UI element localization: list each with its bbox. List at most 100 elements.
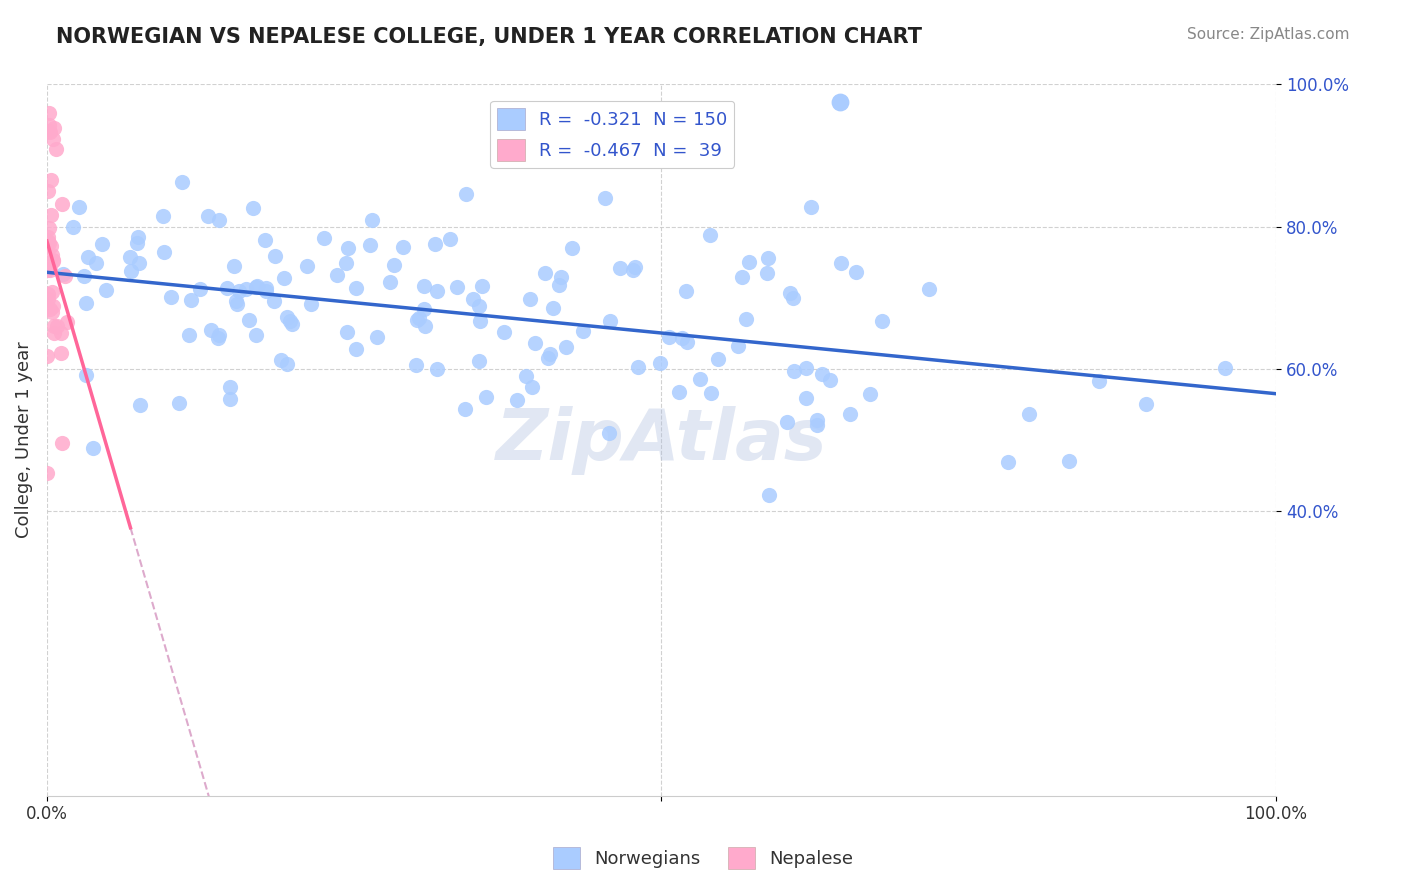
Point [1057,454,1080,468]
Point [49,326,72,341]
Point [515,368,537,383]
Point [172,175,194,189]
Point [755,266,778,280]
Point [454,402,477,417]
Point [67,200,90,214]
Point [37,234,59,248]
Point [758,488,780,502]
Point [474,390,496,404]
Point [295,260,318,274]
Point [609,261,631,276]
Point [75,295,97,310]
Point [37,466,59,480]
Point [828,95,851,110]
Point [1018,408,1040,422]
Point [337,241,360,255]
Point [82,442,104,456]
Point [360,213,382,227]
Point [845,265,868,279]
Point [228,284,250,298]
Point [344,281,367,295]
Point [468,314,491,328]
Point [238,312,260,326]
Point [344,342,367,356]
Point [408,310,430,325]
Point [39,125,62,139]
Point [560,241,582,255]
Point [676,334,699,349]
Point [918,282,941,296]
Point [180,293,202,308]
Point [38,221,60,235]
Point [658,329,681,343]
Point [276,357,298,371]
Point [471,279,494,293]
Point [593,191,616,205]
Point [621,262,644,277]
Point [738,255,761,269]
Point [235,282,257,296]
Point [779,285,801,300]
Point [627,359,650,374]
Point [555,340,578,354]
Point [42,252,65,267]
Point [128,398,150,412]
Point [384,258,406,272]
Point [53,269,76,284]
Point [541,301,564,315]
Point [224,259,246,273]
Point [406,313,429,327]
Point [391,240,413,254]
Point [550,269,572,284]
Point [159,290,181,304]
Point [152,210,174,224]
Point [41,305,63,319]
Text: Source: ZipAtlas.com: Source: ZipAtlas.com [1187,27,1350,42]
Point [120,264,142,278]
Point [281,317,304,331]
Point [37,262,59,277]
Point [707,352,730,367]
Point [35,349,58,363]
Point [534,266,557,280]
Point [689,372,711,386]
Point [734,311,756,326]
Point [37,184,59,198]
Point [215,281,238,295]
Point [839,407,862,421]
Point [461,292,484,306]
Point [39,302,62,317]
Point [245,327,267,342]
Point [254,281,277,295]
Point [39,239,62,253]
Point [207,331,229,345]
Point [73,268,96,283]
Point [246,278,269,293]
Point [254,233,277,247]
Point [520,380,543,394]
Point [446,280,468,294]
Point [225,294,247,309]
Point [336,325,359,339]
Point [42,132,65,146]
Point [77,250,100,264]
Point [197,209,219,223]
Point [668,385,690,400]
Point [423,237,446,252]
Point [335,256,357,270]
Point [219,380,242,394]
Point [366,330,388,344]
Point [208,213,231,227]
Point [806,418,828,433]
Point [810,368,832,382]
Point [245,280,267,294]
Point [225,297,247,311]
Point [756,251,779,265]
Point [538,347,561,361]
Point [56,315,79,329]
Point [783,364,806,378]
Point [412,301,434,316]
Point [519,292,541,306]
Point [599,314,621,328]
Point [276,310,298,324]
